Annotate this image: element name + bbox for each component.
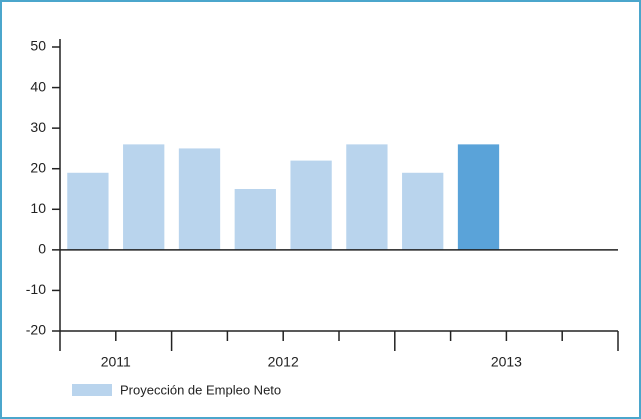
bar [346, 144, 388, 250]
legend-swatch [72, 384, 112, 396]
y-tick-label: 0 [38, 241, 46, 257]
y-tick-label: 40 [30, 78, 46, 94]
bar [457, 144, 500, 250]
bar [402, 172, 444, 250]
y-tick-label: 50 [30, 38, 46, 54]
x-group-label: 2012 [268, 354, 299, 370]
x-group-label: 2013 [491, 354, 522, 370]
y-tick-label: 20 [30, 159, 46, 175]
bar [290, 160, 332, 250]
bar [234, 189, 276, 250]
y-tick-label: 10 [30, 200, 46, 216]
bar [123, 144, 165, 250]
legend-label: Proyección de Empleo Neto [120, 382, 281, 397]
x-group-label: 2011 [101, 354, 131, 370]
bar [67, 172, 109, 250]
y-tick-label: 30 [30, 119, 46, 135]
y-tick-label: -20 [26, 322, 46, 338]
bar [178, 148, 221, 250]
y-tick-label: -10 [26, 281, 46, 297]
